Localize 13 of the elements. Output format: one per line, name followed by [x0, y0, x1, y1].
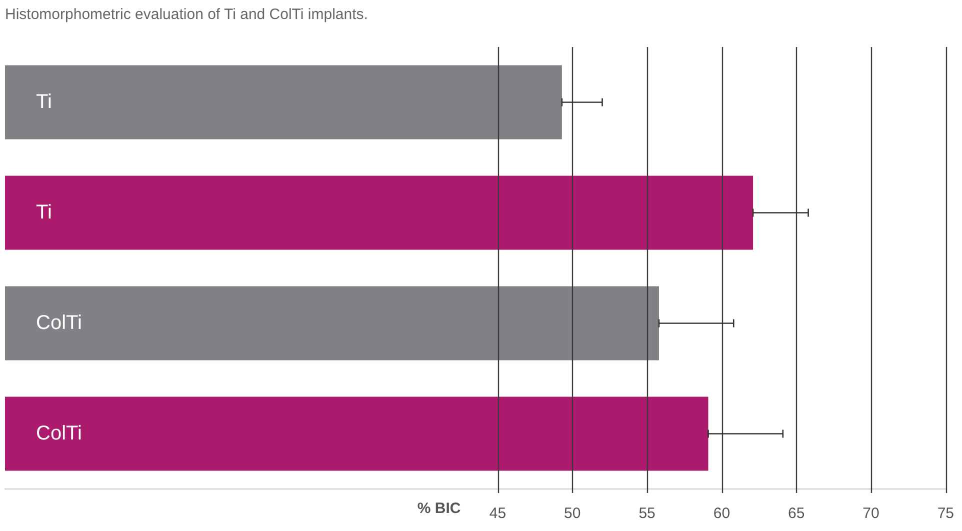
x-tick-label: 55: [638, 505, 656, 522]
y-tick-label: Ti: [36, 201, 52, 224]
x-axis-title: % BIC: [417, 500, 461, 518]
x-tick-label: 50: [564, 505, 581, 522]
chart-title: Histomorphometric evaluation of Ti and ColTi implants.: [5, 6, 368, 23]
x-tick-label: 70: [862, 505, 880, 522]
y-tick-label: ColTi: [36, 422, 82, 444]
y-tick-label: ColTi: [36, 312, 82, 334]
x-tick-label: 75: [937, 505, 954, 522]
x-tick-label: 60: [713, 505, 730, 522]
x-tick-label: 45: [489, 505, 506, 522]
x-tick-label: 65: [788, 505, 805, 522]
y-tick-label: Ti: [36, 90, 52, 113]
